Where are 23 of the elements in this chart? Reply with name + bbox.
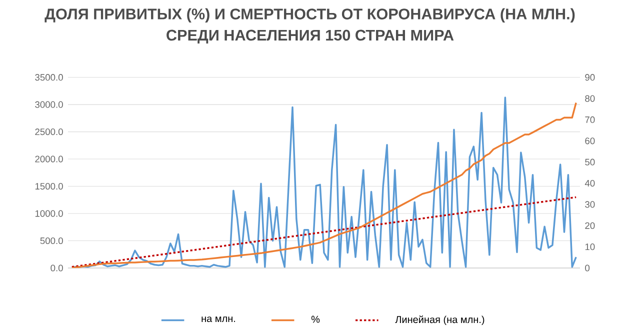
y2-tick-label: 90 <box>585 74 595 81</box>
chart-title: ДОЛЯ ПРИВИТЫХ (%) И СМЕРТНОСТЬ ОТ КОРОНАВИРУСА (НА МЛН.) <box>44 8 575 22</box>
legend-label: Линейная (на млн.) <box>395 315 484 325</box>
y2-tick-label: 50 <box>585 158 595 166</box>
y2-tick-label: 0 <box>585 264 590 272</box>
y-tick-label: 2000.0 <box>35 156 63 162</box>
legend-label: % <box>311 316 320 323</box>
y-tick-label: 2500.0 <box>35 128 63 135</box>
y2-tick-label: 80 <box>585 95 595 102</box>
y-tick-label: 500.0 <box>40 237 63 244</box>
y-tick-label: 3500.0 <box>35 74 63 80</box>
chart-subtitle: СРЕДИ НАСЕЛЕНИЯ 150 СТРАН МИРА <box>166 30 454 44</box>
y2-tick-label: 10 <box>585 243 595 250</box>
y2-tick-label: 30 <box>585 201 595 208</box>
y2-tick-label: 70 <box>585 116 595 123</box>
y2-tick-label: 40 <box>584 180 595 186</box>
y-tick-label: 3000.0 <box>35 101 63 108</box>
y-tick-label: 0.0 <box>50 264 63 272</box>
y-tick-label: 1000.0 <box>35 210 63 217</box>
y2-tick-label: 60 <box>585 137 595 144</box>
legend-label: на млн. <box>202 316 235 322</box>
y-tick-label: 1500.0 <box>35 182 63 190</box>
y2-tick-label: 20 <box>585 222 595 229</box>
